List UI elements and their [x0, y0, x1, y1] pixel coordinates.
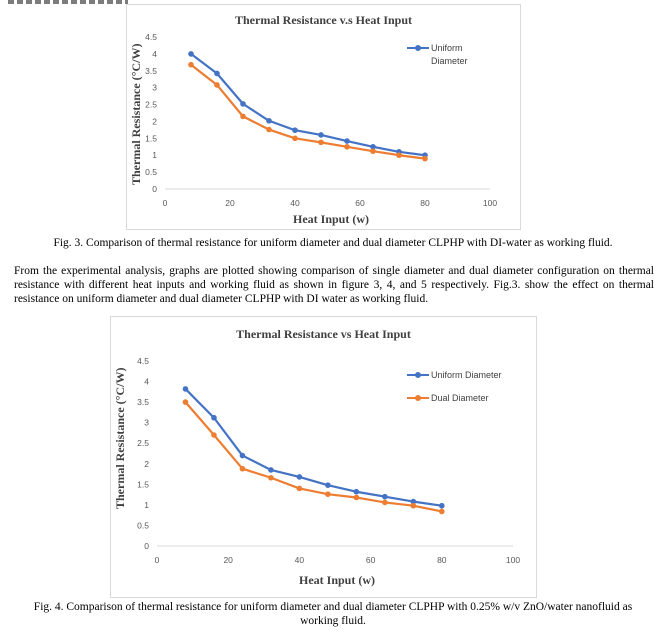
- legend-label: Dual Diameter: [431, 393, 489, 403]
- y-tick-label: 0.5: [145, 167, 157, 177]
- data-point: [353, 494, 360, 501]
- data-point: [344, 143, 350, 150]
- y-tick-label: 3.5: [145, 66, 157, 76]
- data-point: [344, 138, 350, 144]
- y-tick-label: 4.5: [137, 356, 149, 366]
- x-tick-label: 20: [225, 198, 235, 208]
- figure-4-caption: Fig. 4. Comparison of thermal resistance…: [33, 601, 633, 627]
- y-tick-label: 2: [144, 459, 149, 469]
- chart-plot-area: 0 0.5 1 1.5 2 2.5 3 3.5 4 4.5 0 20 40 60 80 100: [137, 356, 520, 565]
- y-tick-label: 3.5: [137, 397, 149, 407]
- y-tick-label: 1: [144, 500, 149, 510]
- y-tick-label: 0: [152, 184, 157, 194]
- data-point: [410, 498, 417, 505]
- data-point: [370, 148, 376, 154]
- data-point: [182, 386, 189, 392]
- y-tick-label: 4: [144, 377, 149, 387]
- data-point: [239, 452, 246, 459]
- data-point: [296, 474, 303, 480]
- data-point: [268, 467, 274, 473]
- figure-4-chart: Thermal Resistance vs Heat Input Thermal…: [110, 316, 537, 598]
- data-point: [188, 61, 194, 68]
- series-line: [190, 53, 426, 157]
- x-axis-label: Heat Input (w): [299, 573, 376, 587]
- legend-line-marker: [407, 42, 429, 52]
- data-point: [266, 126, 272, 133]
- legend-item: Uniform Diameter: [407, 42, 475, 68]
- data-point: [240, 113, 246, 120]
- y-tick-label: 1: [152, 150, 157, 160]
- y-tick-label: 1.5: [137, 479, 149, 489]
- y-tick-label: 3: [152, 83, 157, 93]
- x-tick-label: 100: [506, 555, 520, 565]
- y-tick-label: 4.5: [145, 32, 157, 42]
- data-point: [214, 82, 220, 88]
- data-point: [266, 117, 272, 124]
- x-tick-label: 80: [420, 198, 430, 208]
- y-tick-label: 2: [152, 116, 157, 126]
- data-point: [318, 132, 324, 138]
- series-line: [184, 401, 443, 513]
- data-point: [211, 432, 217, 438]
- data-point: [239, 465, 246, 472]
- data-point: [240, 101, 246, 107]
- legend-line-marker: [407, 392, 429, 402]
- x-tick-label: 60: [366, 555, 376, 565]
- chart-legend: Uniform Diameter: [407, 42, 475, 74]
- data-point: [214, 70, 220, 77]
- cropped-text-fragment: [8, 0, 128, 4]
- series-line: [184, 388, 442, 507]
- figure-3-caption: Fig. 3. Comparison of thermal resistance…: [53, 237, 613, 249]
- data-point: [182, 399, 189, 405]
- x-tick-label: 40: [295, 555, 305, 565]
- data-point: [353, 488, 360, 495]
- data-point: [325, 491, 331, 497]
- data-point: [422, 155, 428, 162]
- data-point: [382, 493, 388, 500]
- x-tick-label: 40: [290, 198, 300, 208]
- legend-label: Uniform Diameter: [431, 43, 468, 66]
- y-tick-label: 0.5: [137, 520, 149, 530]
- data-point: [296, 485, 303, 492]
- y-tick-label: 0: [144, 541, 149, 551]
- data-point: [318, 139, 324, 146]
- data-point: [439, 508, 445, 515]
- data-point: [292, 135, 298, 142]
- x-axis-label: Heat Input (w): [293, 212, 370, 226]
- data-point: [370, 143, 376, 150]
- figure-3-chart: Thermal Resistance v.s Heat Input Therma…: [126, 4, 521, 230]
- x-tick-label: 100: [483, 198, 497, 208]
- chart-title: Thermal Resistance v.s Heat Input: [235, 13, 412, 27]
- chart-legend: Uniform Diameter Dual Diameter: [407, 369, 502, 410]
- chart-plot-area: 0 0.5 1 1.5 2 2.5 3 3.5 4 4.5 0 20 40 60 80 100: [145, 32, 497, 208]
- data-point: [188, 51, 194, 57]
- x-tick-label: 80: [437, 555, 447, 565]
- y-tick-label: 3: [144, 418, 149, 428]
- series-line: [190, 63, 426, 160]
- legend-label: Uniform Diameter: [431, 370, 502, 380]
- data-point: [410, 502, 417, 509]
- y-tick-label: 2.5: [145, 100, 157, 110]
- y-tick-label: 4: [152, 49, 157, 59]
- x-tick-label: 60: [355, 198, 365, 208]
- data-point: [325, 482, 331, 488]
- body-paragraph: From the experimental analysis, graphs a…: [14, 265, 654, 305]
- legend-line-marker: [407, 369, 429, 379]
- x-tick-label: 20: [223, 555, 233, 565]
- y-tick-label: 2.5: [137, 438, 149, 448]
- y-tick-label: 1.5: [145, 133, 157, 143]
- data-point: [292, 127, 298, 134]
- data-point: [439, 502, 445, 509]
- data-point: [268, 474, 274, 481]
- data-point: [396, 152, 402, 159]
- legend-item: Dual Diameter: [407, 392, 502, 404]
- chart-title: Thermal Resistance vs Heat Input: [236, 327, 411, 341]
- x-tick-label: 0: [163, 198, 168, 208]
- x-tick-label: 0: [155, 555, 160, 565]
- legend-item: Uniform Diameter: [407, 369, 502, 381]
- data-point: [382, 499, 388, 506]
- data-point: [211, 414, 217, 421]
